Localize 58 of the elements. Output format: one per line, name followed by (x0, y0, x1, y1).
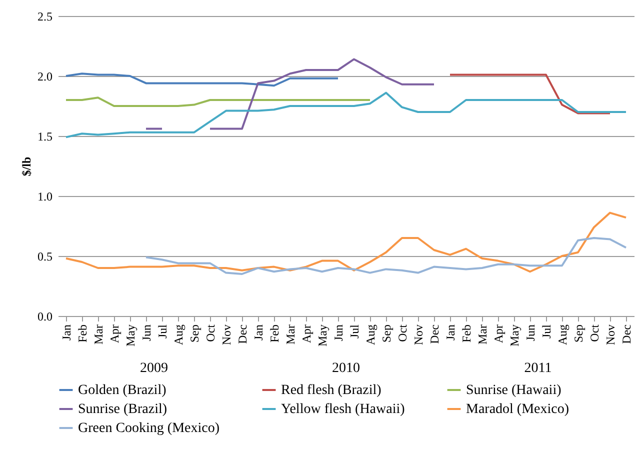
y-tick-label: 0.5 (38, 250, 52, 264)
text: 2009 (140, 361, 168, 376)
legend-label: Golden (Brazil) (78, 383, 167, 398)
y-tick-label: 1.0 (38, 190, 52, 204)
x-tick-label: Aug (172, 324, 186, 346)
x-tick-label: Apr (108, 324, 122, 344)
x-tick-label: Aug (556, 324, 570, 346)
x-tick-label: Nov (604, 324, 618, 346)
x-tick-label: Jan (252, 324, 266, 340)
x-tick-label: Oct (396, 324, 410, 342)
x-tick-label: Nov (412, 324, 426, 346)
x-tick-label: Oct (204, 324, 218, 342)
text: 2010 (332, 361, 360, 376)
x-tick-label: May (316, 324, 330, 346)
x-tick-label: Feb (460, 324, 474, 342)
legend-label: Maradol (Mexico) (466, 402, 570, 417)
x-tick-label: Apr (300, 324, 314, 344)
y-axis-title: $/lb (20, 156, 34, 176)
x-tick-label: Dec (236, 324, 250, 344)
line-series (65, 96, 371, 107)
x-tick-label: Sep (572, 324, 586, 342)
y-tick-label: 2.0 (38, 70, 52, 84)
x-tick-label: Jun (332, 324, 346, 342)
line-series (65, 72, 339, 87)
line-series (145, 237, 627, 275)
x-tick-label: Jul (540, 324, 554, 339)
x-tick-label: Jun (140, 324, 154, 342)
x-tick-label: Jun (524, 324, 538, 342)
line-series (65, 92, 627, 138)
y-tick-label: 0.0 (38, 310, 52, 324)
x-tick-label: Nov (220, 324, 234, 346)
x-tick-label: Jul (156, 324, 170, 339)
legend-label: Green Cooking (Mexico) (78, 421, 220, 436)
x-tick-label: Aug (364, 324, 378, 346)
x-tick-label: Jul (348, 324, 362, 339)
legend-label: Red flesh (Brazil) (281, 383, 382, 398)
x-tick-label: Mar (476, 324, 490, 344)
x-tick-label: Mar (92, 324, 106, 344)
x-tick-label: Oct (588, 324, 602, 342)
x-tick-label: Sep (380, 324, 394, 342)
x-tick-label: Dec (428, 324, 442, 344)
legend-label: Sunrise (Brazil) (78, 402, 168, 417)
x-tick-label: Mar (284, 324, 298, 344)
y-tick-label: 1.5 (38, 130, 52, 144)
y-tick-label: 2.5 (38, 10, 52, 24)
x-tick-label: Apr (492, 324, 506, 344)
x-tick-label: Dec (620, 324, 634, 344)
x-tick-label: Jan (60, 324, 74, 340)
x-tick-label: Feb (76, 324, 90, 342)
x-tick-label: Jan (444, 324, 458, 340)
line-series (65, 212, 627, 273)
x-tick-label: Feb (268, 324, 282, 342)
legend-label: Sunrise (Hawaii) (466, 383, 562, 398)
text: 2011 (524, 361, 552, 376)
x-tick-label: May (124, 324, 138, 346)
x-tick-label: May (508, 324, 522, 346)
legend-label: Yellow flesh (Hawaii) (281, 402, 406, 417)
x-tick-label: Sep (188, 324, 202, 342)
